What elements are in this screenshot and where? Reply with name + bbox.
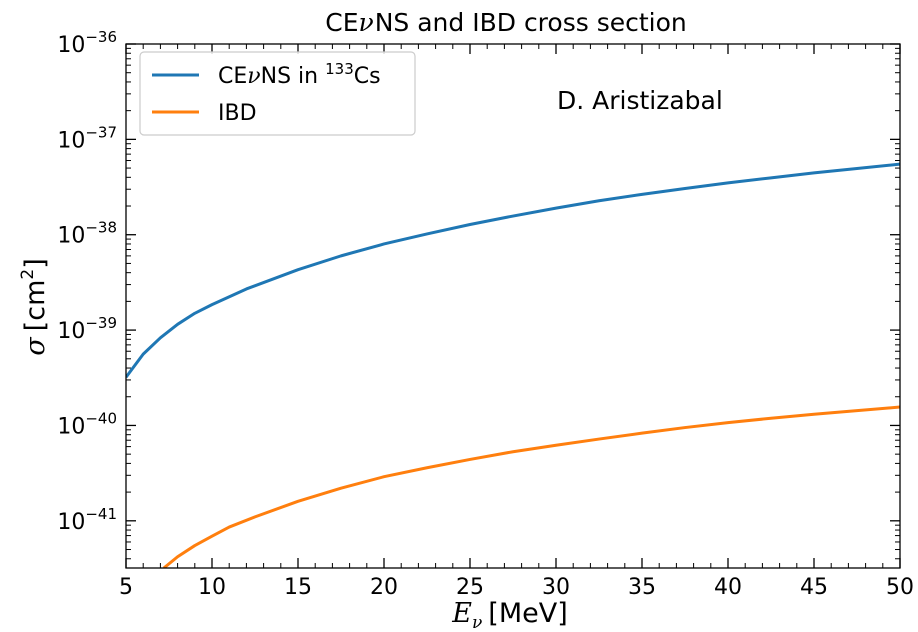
x-axis-ticks: 5 10 15 20 25 30 35 40 45 50 xyxy=(119,44,914,600)
y-tick-label: 10−39 xyxy=(57,314,117,344)
chart-title: CEνNS and IBD cross section xyxy=(325,8,687,37)
x-tick-label: 40 xyxy=(714,575,742,600)
legend-label-ibd: IBD xyxy=(218,101,257,126)
x-tick-label: 50 xyxy=(886,575,914,600)
series-line-cevns xyxy=(126,162,900,379)
x-tick-label: 15 xyxy=(284,575,312,600)
legend-box xyxy=(139,51,416,136)
y-axis-ticks: 10−41 10−40 10−39 10−38 10−37 10−36 xyxy=(57,28,900,560)
x-tick-label: 30 xyxy=(542,575,570,600)
x-tick-label: 35 xyxy=(628,575,656,600)
y-tick-label: 10−41 xyxy=(57,505,117,535)
x-tick-label: 20 xyxy=(370,575,398,600)
plot-frame xyxy=(125,43,901,569)
y-tick-label: 10−37 xyxy=(57,123,117,153)
x-tick-label: 5 xyxy=(119,575,133,600)
x-axis-label: Eν [MeV] xyxy=(451,598,568,632)
x-tick-label: 10 xyxy=(198,575,226,600)
legend-label-cevns: CEνNS in 133Cs xyxy=(218,60,381,89)
series-line-ibd xyxy=(162,405,900,568)
y-tick-label: 10−40 xyxy=(57,409,117,439)
x-tick-label: 25 xyxy=(456,575,484,600)
y-axis-label: σ[cm2] xyxy=(18,258,51,356)
series-lines xyxy=(126,162,900,568)
y-tick-label: 10−38 xyxy=(57,219,117,249)
author-annotation: D. Aristizabal xyxy=(557,86,723,115)
y-tick-label: 10−36 xyxy=(57,28,117,58)
legend: CEνNS in 133Cs IBD xyxy=(139,51,416,136)
x-tick-label: 45 xyxy=(800,575,828,600)
